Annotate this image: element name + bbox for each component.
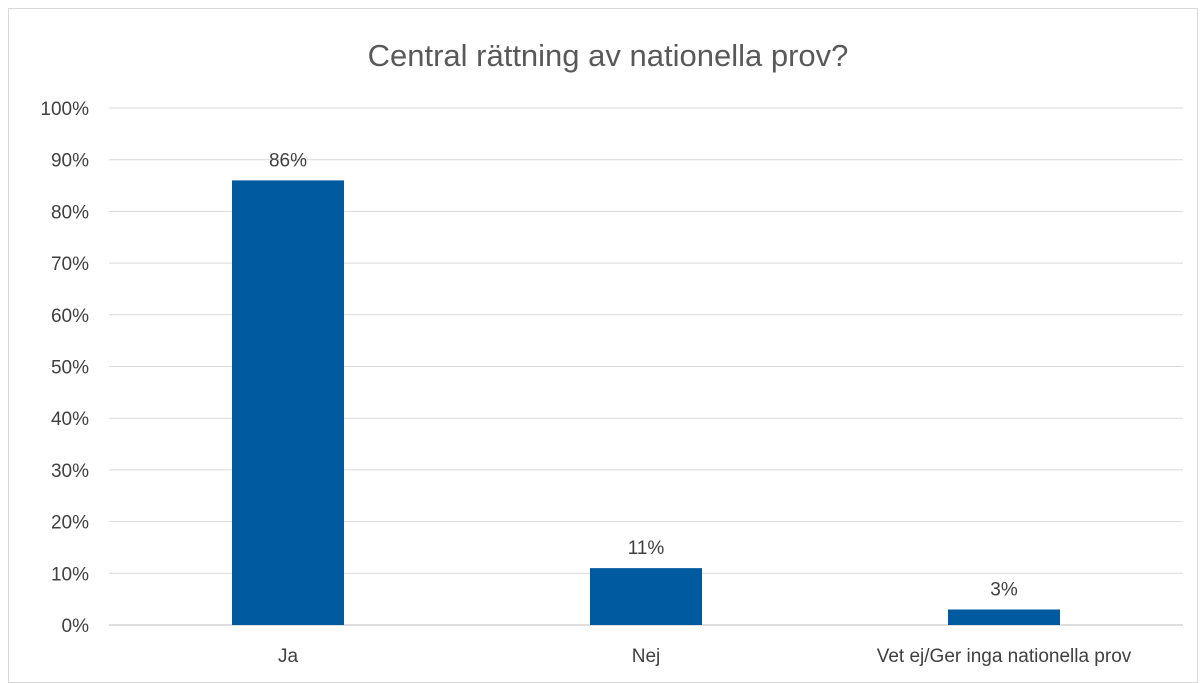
y-tick-label: 70% — [51, 254, 89, 275]
y-tick-label: 60% — [51, 306, 89, 327]
y-tick-label: 40% — [51, 409, 89, 430]
data-label: 86% — [269, 150, 307, 171]
x-category-label: Nej — [632, 646, 661, 667]
x-category-label: Vet ej/Ger inga nationella prov — [877, 646, 1132, 667]
y-tick-label: 50% — [51, 358, 89, 379]
y-tick-label: 30% — [51, 461, 89, 482]
y-tick-label: 0% — [62, 616, 90, 637]
x-axis-categories: Ja Nej Vet ej/Ger inga nationella prov — [278, 646, 1132, 667]
y-axis-ticks: 0% 10% 20% 30% 40% 50% 60% 70% 80% 90% 100% — [40, 99, 89, 637]
data-label: 3% — [990, 579, 1018, 600]
data-label: 11% — [628, 538, 665, 559]
y-tick-label: 10% — [51, 564, 89, 585]
bar — [232, 180, 344, 625]
bar — [948, 609, 1060, 625]
chart-title: Central rättning av nationella prov? — [368, 38, 849, 73]
y-tick-label: 100% — [40, 99, 89, 120]
data-labels: 86% 11% 3% — [269, 150, 1018, 600]
y-tick-label: 20% — [51, 513, 89, 534]
y-tick-label: 80% — [51, 202, 89, 223]
x-category-label: Ja — [278, 646, 299, 667]
y-tick-label: 90% — [51, 151, 89, 172]
bar — [590, 568, 702, 625]
bars — [232, 180, 1060, 625]
